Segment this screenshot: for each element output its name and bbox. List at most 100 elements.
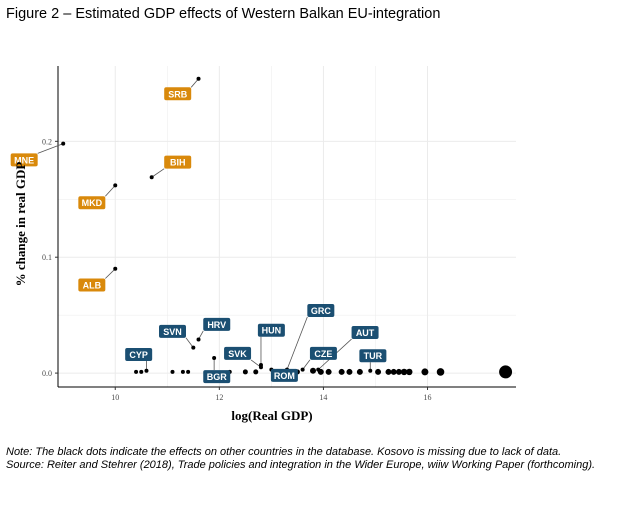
label-text: MNE xyxy=(14,155,34,165)
label-text: TUR xyxy=(364,351,383,361)
label-text: BGR xyxy=(207,372,228,382)
leader-line xyxy=(185,337,194,348)
data-point xyxy=(139,369,144,374)
y-tick-label: 0.1 xyxy=(42,253,52,262)
label-box xyxy=(164,87,192,101)
data-point xyxy=(390,368,397,375)
data-point xyxy=(346,368,353,375)
label-text: BIH xyxy=(170,158,186,168)
gdp-scatter-chart: 0.0 0.1 0.2 10 12 14 16 SRB MNE BIH MKD ALB CYP SVN H… xyxy=(10,66,516,423)
data-point xyxy=(400,368,408,376)
data-point xyxy=(170,369,175,374)
leader-line xyxy=(105,268,116,279)
axes-layer: 0.0 0.1 0.2 10 12 14 16 xyxy=(42,66,516,402)
country-label-aut: AUT xyxy=(351,326,379,340)
label-text: CYP xyxy=(129,350,148,360)
country-label-srb: SRB xyxy=(164,87,192,101)
label-text: ALB xyxy=(83,281,102,291)
label-box xyxy=(159,324,186,338)
data-point xyxy=(356,368,363,375)
label-box xyxy=(257,323,285,337)
label-box xyxy=(78,196,106,210)
label-box xyxy=(309,346,337,360)
data-point xyxy=(436,368,445,376)
labeled-point-cyp xyxy=(144,368,149,373)
x-tick-label: 14 xyxy=(319,393,327,402)
leader-line xyxy=(151,168,165,178)
label-text: HUN xyxy=(262,326,282,336)
labeled-point-hrv xyxy=(196,337,201,342)
country-labels-layer: SRB MNE BIH MKD ALB CYP SVN HRV BGR SVK HUN ROM GRC C… xyxy=(10,87,387,384)
label-box xyxy=(125,348,153,362)
labeled-point-tur xyxy=(368,368,373,373)
country-label-bgr: BGR xyxy=(203,370,231,384)
points-layer xyxy=(61,76,513,379)
label-text: HRV xyxy=(207,320,226,330)
label-box xyxy=(224,346,252,360)
y-axis-label: % change in real GDP xyxy=(13,162,28,287)
country-label-mne: MNE xyxy=(10,153,38,167)
data-point xyxy=(242,369,248,375)
x-tick-label: 12 xyxy=(215,393,223,402)
country-label-grc: GRC xyxy=(307,304,335,318)
labeled-point-hun xyxy=(258,362,263,367)
x-tick-label: 16 xyxy=(424,393,432,402)
figure-title: Figure 2 – Estimated GDP effects of West… xyxy=(6,6,441,22)
data-point xyxy=(253,369,259,375)
label-box xyxy=(203,317,231,331)
labeled-point-alb xyxy=(113,266,118,271)
data-point xyxy=(375,368,382,375)
label-text: CZE xyxy=(314,349,332,359)
leader-line xyxy=(37,143,64,154)
data-point xyxy=(310,367,317,374)
country-label-svk: SVK xyxy=(224,346,252,360)
x-tick-label: 10 xyxy=(111,393,119,402)
country-label-tur: TUR xyxy=(359,349,387,363)
country-label-bih: BIH xyxy=(164,155,192,169)
data-point xyxy=(395,368,402,375)
figure-notes: Note: The black dots indicate the effect… xyxy=(6,446,612,472)
label-text: SRB xyxy=(168,89,188,99)
leader-line xyxy=(105,185,116,197)
labeled-point-aut xyxy=(316,367,321,372)
grid-layer xyxy=(58,66,516,387)
labeled-point-bgr xyxy=(212,356,217,361)
data-point xyxy=(499,365,513,379)
labeled-point-mkd xyxy=(113,183,118,188)
x-axis-label: log(Real GDP) xyxy=(231,408,312,423)
data-point xyxy=(325,368,332,375)
label-text: AUT xyxy=(356,328,375,338)
label-text: ROM xyxy=(274,371,295,381)
label-box xyxy=(359,349,387,363)
labeled-point-svn xyxy=(191,345,196,350)
data-point xyxy=(385,368,392,375)
labeled-point-mne xyxy=(61,141,66,146)
country-label-alb: ALB xyxy=(78,278,106,292)
country-label-svn: SVN xyxy=(159,324,186,338)
label-box xyxy=(78,278,106,292)
label-box xyxy=(10,153,38,167)
label-text: SVN xyxy=(163,327,182,337)
data-point xyxy=(406,368,413,376)
country-label-hun: HUN xyxy=(257,323,285,337)
figure-note: Note: The black dots indicate the effect… xyxy=(6,446,562,458)
label-text: GRC xyxy=(311,306,332,316)
y-tick-label: 0.2 xyxy=(42,137,52,146)
leader-line xyxy=(286,316,308,370)
labeled-point-cze xyxy=(300,367,305,372)
label-text: MKD xyxy=(82,198,103,208)
country-label-hrv: HRV xyxy=(203,317,231,331)
label-box xyxy=(203,370,231,384)
labeled-point-srb xyxy=(196,76,201,81)
country-label-cyp: CYP xyxy=(125,348,153,362)
leader-line xyxy=(302,359,311,370)
country-label-cze: CZE xyxy=(309,346,337,360)
label-box xyxy=(164,155,192,169)
label-box xyxy=(270,368,298,382)
country-label-mkd: MKD xyxy=(78,196,106,210)
data-point xyxy=(421,368,429,376)
data-point xyxy=(180,369,185,374)
figure-source: Source: Reiter and Stehrer (2018), Trade… xyxy=(6,459,596,471)
labeled-point-bih xyxy=(149,175,154,180)
label-text: SVK xyxy=(228,349,247,359)
